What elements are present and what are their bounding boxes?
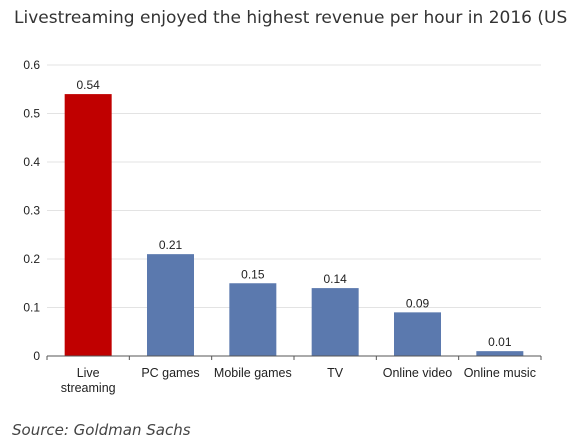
y-tick-label: 0 [33,349,40,363]
y-tick-label: 0.1 [23,301,40,315]
y-tick-label: 0.2 [23,252,40,266]
chart-title: Livestreaming enjoyed the highest revenu… [14,8,568,28]
source-note: Source: Goldman Sachs [12,421,191,439]
bar [311,288,359,356]
y-tick-label: 0.3 [23,204,40,218]
x-tick-label: Mobile games [214,366,292,380]
bar [394,312,441,356]
x-tick-label: Online video [383,366,453,380]
x-tick-label: streaming [61,381,116,395]
x-tick-label: PC games [141,366,199,380]
x-tick-label: Online music [464,366,536,380]
x-tick-label: TV [327,366,344,380]
data-label: 0.15 [241,267,265,281]
y-tick-label: 0.5 [23,107,40,121]
data-label: 0.54 [76,78,100,92]
bar [229,283,277,356]
y-tick-label: 0.6 [23,58,40,72]
data-label: 0.09 [406,296,430,310]
bar [64,94,112,356]
y-tick-label: 0.4 [23,155,40,169]
data-label: 0.14 [323,272,347,286]
data-label: 0.01 [488,335,512,349]
x-tick-label: Live [77,366,100,380]
data-label: 0.21 [159,238,183,252]
bar [147,254,194,356]
bar [476,351,524,356]
